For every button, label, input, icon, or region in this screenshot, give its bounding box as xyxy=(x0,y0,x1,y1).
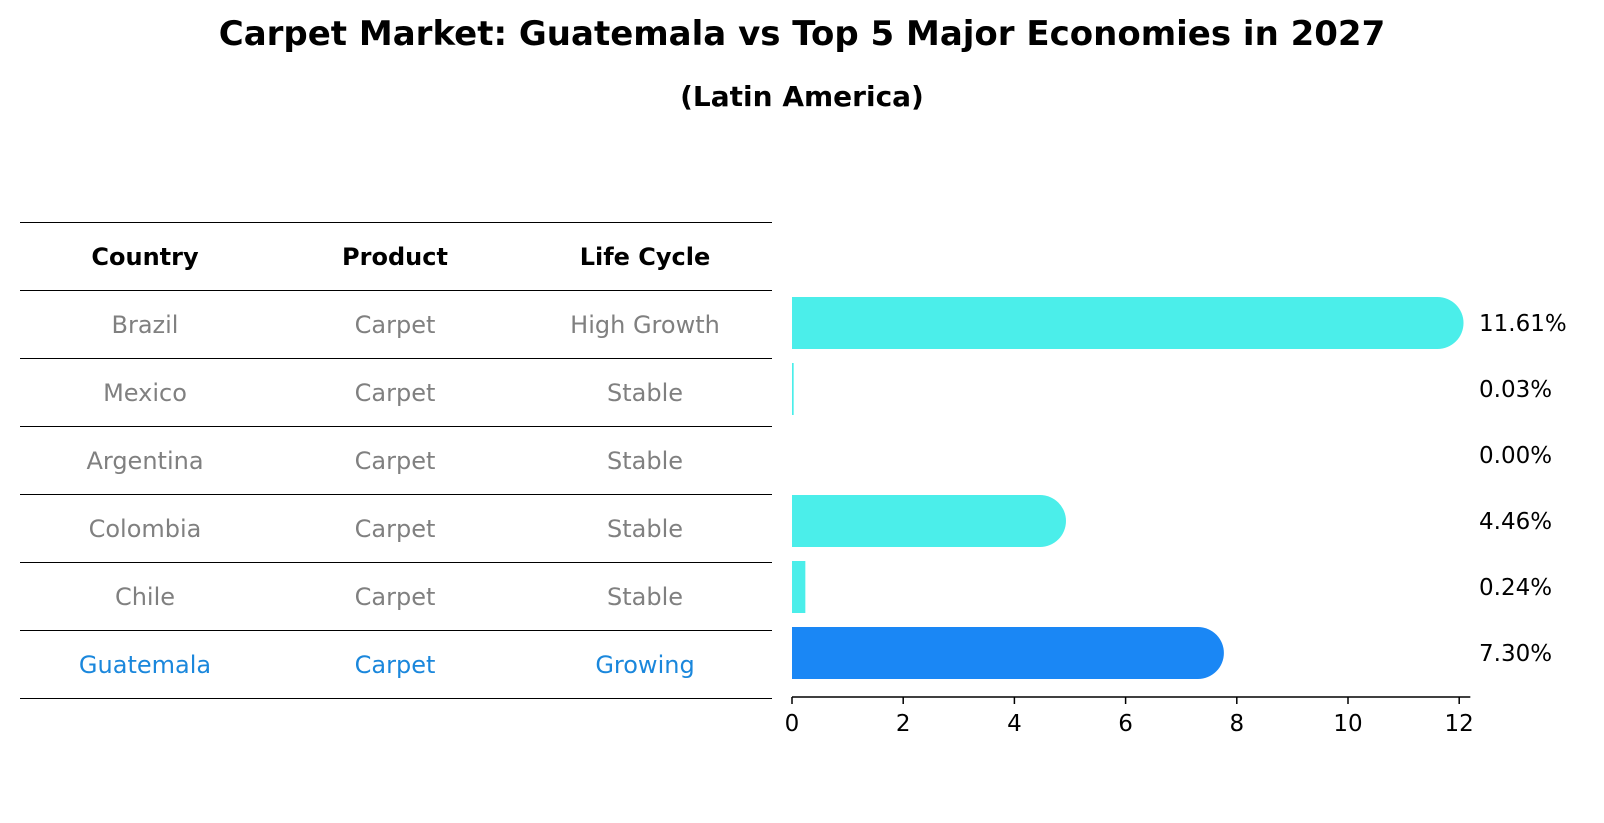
product-cell: Carpet xyxy=(354,514,436,543)
bar-chile xyxy=(792,561,806,613)
country-cell: Argentina xyxy=(86,446,204,475)
table-row: Argentina Carpet Stable xyxy=(20,426,772,494)
bar-brazil xyxy=(792,297,1464,349)
value-label-colombia: 4.46% xyxy=(1479,509,1552,535)
product-cell: Carpet xyxy=(354,310,436,339)
x-tick-label-6: 6 xyxy=(1118,711,1133,737)
country-cell: Chile xyxy=(114,582,176,611)
header-product: Product xyxy=(342,242,448,271)
x-tick-label-12: 12 xyxy=(1445,711,1474,737)
bar-colombia xyxy=(792,495,1066,547)
product-cell: Carpet xyxy=(354,582,436,611)
bar-guatemala xyxy=(792,627,1224,679)
table-row: Mexico Carpet Stable xyxy=(20,358,772,426)
life-cycle-cell: Stable xyxy=(606,378,684,407)
country-cell: Mexico xyxy=(103,378,187,407)
country-cell: Brazil xyxy=(111,310,179,339)
table-row: Chile Carpet Stable xyxy=(20,562,772,630)
x-tick-label-2: 2 xyxy=(896,711,911,737)
life-cycle-cell: Growing xyxy=(595,650,695,679)
table-row: Colombia Carpet Stable xyxy=(20,494,772,562)
product-cell: Carpet xyxy=(354,650,436,679)
table-row: Brazil Carpet High Growth xyxy=(20,290,772,358)
data-table: Country Product Life Cycle Brazil Carpet… xyxy=(20,222,772,699)
country-cell: Guatemala xyxy=(78,650,212,679)
x-tick-label-4: 4 xyxy=(1007,711,1022,737)
life-cycle-cell: Stable xyxy=(606,514,684,543)
country-cell: Colombia xyxy=(88,514,202,543)
product-cell: Carpet xyxy=(354,446,436,475)
x-tick-label-8: 8 xyxy=(1229,711,1244,737)
value-label-chile: 0.24% xyxy=(1479,575,1552,601)
value-label-argentina: 0.00% xyxy=(1479,443,1552,469)
x-tick-label-0: 0 xyxy=(785,711,800,737)
table-row-highlighted: Guatemala Carpet Growing xyxy=(20,630,772,699)
header-life-cycle: Life Cycle xyxy=(579,242,711,271)
life-cycle-cell: Stable xyxy=(606,582,684,611)
chart-title: Carpet Market: Guatemala vs Top 5 Major … xyxy=(218,14,1386,54)
life-cycle-cell: High Growth xyxy=(570,310,720,339)
chart-subtitle: (Latin America) xyxy=(680,80,924,113)
value-label-mexico: 0.03% xyxy=(1479,377,1552,403)
x-tick-label-10: 10 xyxy=(1333,711,1362,737)
life-cycle-cell: Stable xyxy=(606,446,684,475)
table-header-row: Country Product Life Cycle xyxy=(20,222,772,290)
header-country: Country xyxy=(91,242,199,271)
value-label-guatemala: 7.30% xyxy=(1479,641,1552,667)
product-cell: Carpet xyxy=(354,378,436,407)
value-label-brazil: 11.61% xyxy=(1479,311,1567,337)
bar-mexico xyxy=(792,363,794,415)
